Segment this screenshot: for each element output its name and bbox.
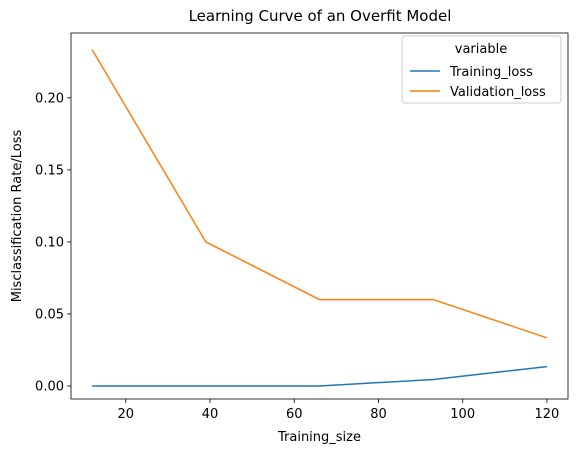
y-axis: 0.00 0.05 0.10 0.15 0.20 — [35, 91, 71, 395]
legend-title: variable — [455, 42, 507, 57]
x-axis-label: Training_size — [277, 430, 361, 445]
legend-box — [401, 35, 562, 104]
series-line-validation-loss — [91, 49, 548, 339]
x-tick-label-60: 60 — [286, 407, 303, 422]
x-axis: 20 40 60 80 100 120 — [117, 399, 559, 422]
plot-area — [91, 49, 548, 387]
y-tick-label-2: 0.10 — [35, 235, 64, 250]
x-tick-label-80: 80 — [370, 407, 387, 422]
y-tick-label-3: 0.15 — [35, 163, 64, 178]
x-tick-label-100: 100 — [450, 407, 475, 422]
series-line-training-loss — [92, 365, 547, 387]
legend: variable Training_loss Validation_loss — [401, 35, 562, 104]
chart-title: Learning Curve of an Overfit Model — [189, 7, 452, 25]
y-tick-label-4: 0.20 — [35, 91, 64, 106]
legend-label-validation-loss: Validation_loss — [450, 85, 546, 100]
x-tick-label-20: 20 — [117, 407, 134, 422]
y-tick-label-1: 0.05 — [35, 307, 64, 322]
x-tick-label-120: 120 — [535, 407, 560, 422]
y-tick-label-0: 0.00 — [35, 380, 64, 395]
x-tick-label-40: 40 — [202, 407, 219, 422]
y-axis-label: Misclassification Rate/Loss — [10, 130, 25, 303]
plot-frame — [70, 32, 569, 400]
legend-label-training-loss: Training_loss — [449, 65, 533, 80]
